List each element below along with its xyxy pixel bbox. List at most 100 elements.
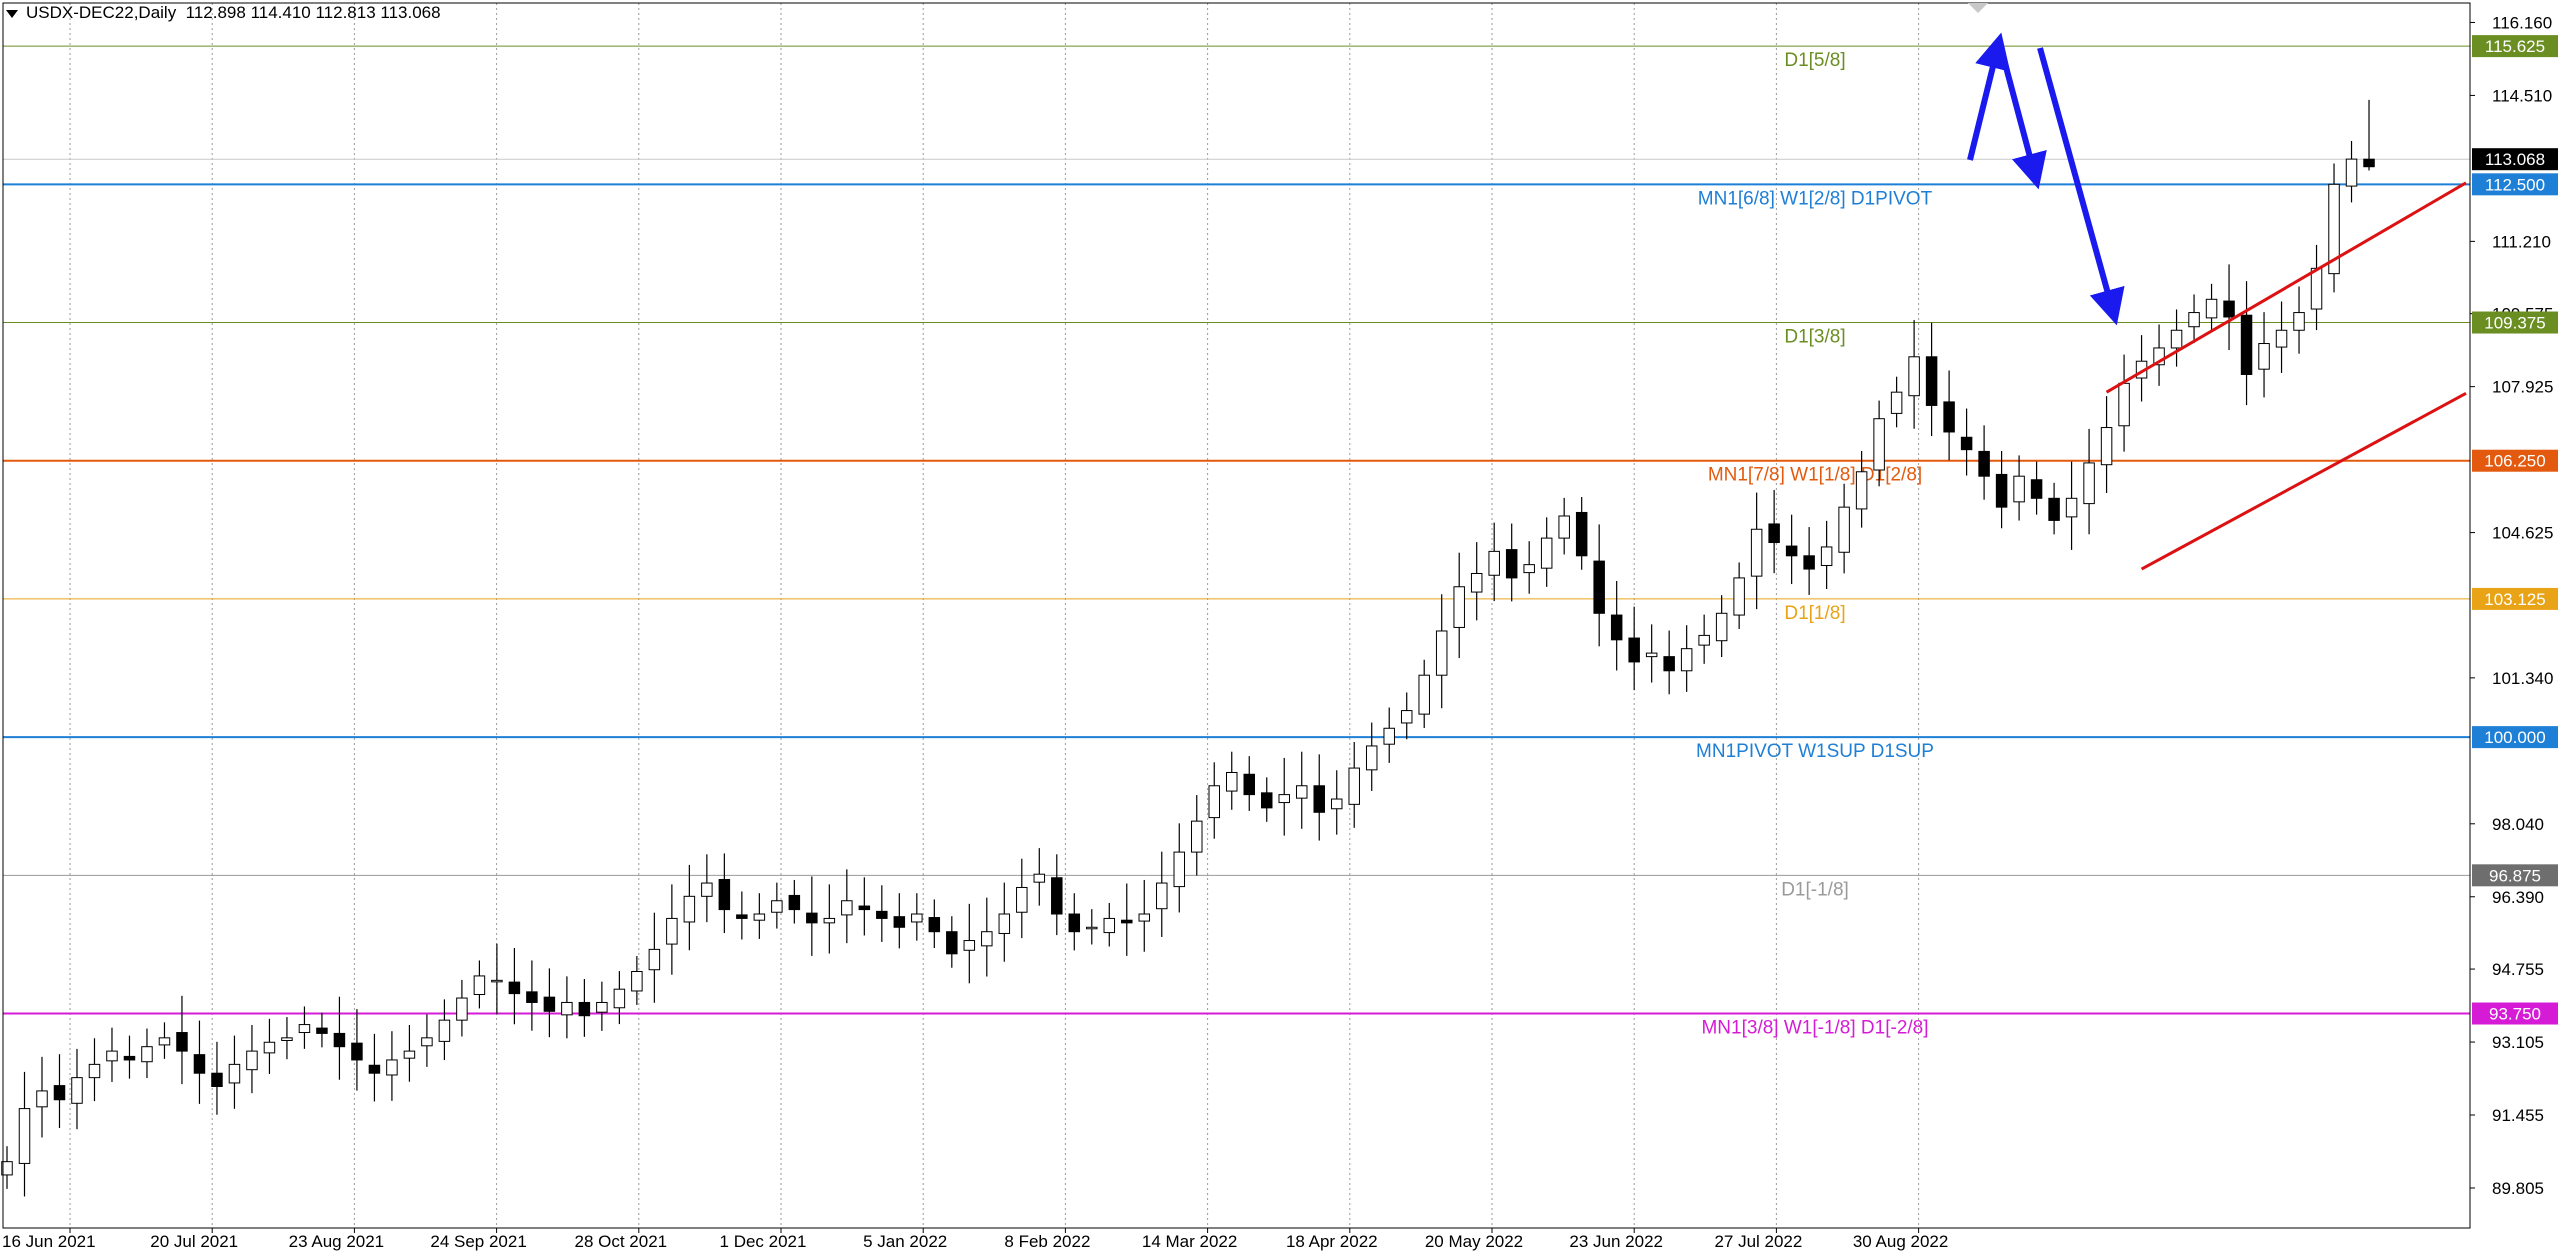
dropdown-triangle-icon[interactable] bbox=[6, 9, 18, 18]
y-tick-label: 96.390 bbox=[2492, 888, 2544, 907]
candle-body bbox=[1033, 873, 1046, 883]
candle-body bbox=[491, 979, 503, 983]
level-price-tag-label: 100.000 bbox=[2484, 728, 2545, 747]
candle-body bbox=[1733, 577, 1745, 616]
candle-body bbox=[683, 895, 696, 923]
candle-body bbox=[456, 997, 468, 1021]
level-label: D1[-1/8] bbox=[1781, 879, 1849, 900]
candle-body bbox=[106, 1050, 118, 1062]
channel-trendline bbox=[2105, 181, 2467, 394]
x-tick-label: 30 Aug 2022 bbox=[1853, 1232, 1948, 1251]
candle-body bbox=[648, 948, 661, 971]
candle-body bbox=[631, 971, 643, 992]
candle-body bbox=[1191, 820, 1203, 853]
y-tick-label: 111.210 bbox=[2492, 232, 2551, 251]
candle-body bbox=[858, 905, 871, 911]
candle-body bbox=[421, 1037, 433, 1047]
x-tick-label: 8 Feb 2022 bbox=[1004, 1232, 1090, 1251]
header-symbol: USDX-DEC22,Daily bbox=[26, 3, 177, 22]
candle-body bbox=[141, 1046, 153, 1063]
y-tick-label: 114.510 bbox=[2492, 86, 2552, 105]
level-price-tag bbox=[2472, 726, 2558, 749]
y-tick-label: 107.925 bbox=[2492, 378, 2553, 397]
level-label: D1[1/8] bbox=[1784, 603, 1845, 624]
level-label: MN1[6/8] W1[2/8] D1PIVOT bbox=[1698, 188, 1933, 209]
candle-body bbox=[911, 913, 923, 923]
candle-body bbox=[1750, 528, 1763, 577]
candle-body bbox=[71, 1077, 83, 1104]
candle-body bbox=[1260, 792, 1273, 809]
candle-body bbox=[1978, 450, 1990, 477]
candle-body bbox=[2170, 329, 2183, 349]
candle-body bbox=[53, 1085, 66, 1101]
x-tick-label: 23 Aug 2021 bbox=[289, 1232, 384, 1251]
candle-body bbox=[1628, 637, 1640, 663]
candle-body bbox=[2013, 475, 2025, 503]
candle-body bbox=[806, 912, 818, 924]
candle-body bbox=[2345, 158, 2358, 187]
arrows-layer bbox=[1967, 32, 2125, 326]
candle-body bbox=[963, 940, 976, 951]
candle-body bbox=[1295, 785, 1308, 799]
candle-body bbox=[298, 1024, 311, 1034]
candle-body bbox=[1558, 515, 1570, 539]
candle-body bbox=[1575, 511, 1588, 557]
candle-body bbox=[1156, 882, 1168, 910]
candle-body bbox=[228, 1063, 241, 1084]
arrow-down-short bbox=[1999, 51, 2047, 190]
candle-body bbox=[788, 894, 801, 911]
y-tick-label: 101.340 bbox=[2492, 669, 2553, 688]
candle-body bbox=[1890, 391, 1903, 414]
y-tick-label: 91.455 bbox=[2492, 1106, 2544, 1125]
candle-body bbox=[1138, 913, 1151, 922]
level-price-tag bbox=[2472, 1002, 2558, 1025]
candle-body bbox=[2118, 382, 2130, 427]
level-label: D1[5/8] bbox=[1784, 50, 1845, 71]
level-price-tag-label: 112.500 bbox=[2485, 175, 2545, 194]
candle-body bbox=[1103, 917, 1116, 934]
candle-body bbox=[2240, 314, 2253, 375]
candle-body bbox=[1873, 418, 1885, 471]
candle-body bbox=[1803, 555, 1815, 570]
x-tick-label: 23 Jun 2022 bbox=[1569, 1232, 1663, 1251]
candle-body bbox=[823, 917, 836, 924]
x-tick-label: 5 Jan 2022 bbox=[863, 1232, 947, 1251]
candle-body bbox=[351, 1042, 363, 1061]
x-tick-label: 27 Jul 2022 bbox=[1714, 1232, 1802, 1251]
candle-body bbox=[2293, 312, 2305, 331]
x-tick-label: 16 Jun 2021 bbox=[2, 1232, 96, 1251]
candle-body bbox=[1855, 471, 1868, 510]
candle-body bbox=[1593, 560, 1605, 614]
candle-body bbox=[123, 1055, 136, 1061]
candle-body bbox=[1400, 710, 1413, 724]
candle-body bbox=[2363, 158, 2375, 168]
candle-body bbox=[1698, 634, 1710, 646]
candle-body bbox=[473, 975, 486, 995]
candle-body bbox=[1960, 436, 1973, 451]
candle-body bbox=[1925, 356, 1938, 406]
candle-body bbox=[1348, 767, 1360, 805]
candle-body bbox=[596, 1001, 608, 1013]
candle-body bbox=[1680, 648, 1693, 672]
candle-body bbox=[1121, 919, 1133, 924]
candle-body bbox=[981, 931, 993, 947]
x-tick-label: 18 Apr 2022 bbox=[1286, 1232, 1378, 1251]
candle-body bbox=[1715, 612, 1728, 642]
candle-body bbox=[1540, 537, 1553, 569]
candle-body bbox=[1383, 727, 1395, 745]
candle-body bbox=[2205, 298, 2218, 319]
level-price-tag bbox=[2472, 587, 2558, 610]
candle-body bbox=[1663, 656, 1675, 672]
candle-body bbox=[1908, 356, 1920, 397]
y-tick-label: 93.105 bbox=[2492, 1033, 2544, 1052]
candle-body bbox=[578, 1001, 591, 1017]
candle-body bbox=[88, 1063, 101, 1079]
candle-body bbox=[2065, 497, 2078, 518]
candle-body bbox=[893, 916, 906, 928]
candle-body bbox=[368, 1064, 381, 1074]
candle-body bbox=[2223, 300, 2235, 318]
candle-body bbox=[333, 1032, 346, 1048]
level-price-tag bbox=[2472, 311, 2558, 334]
